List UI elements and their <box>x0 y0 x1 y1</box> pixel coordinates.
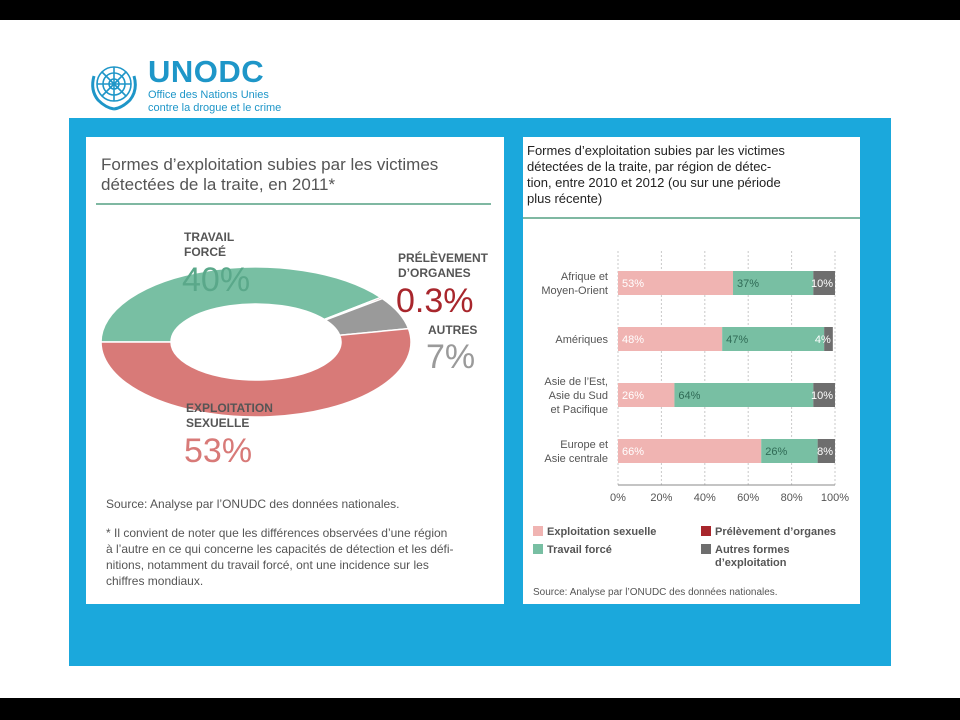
data-label-others: 10% <box>811 278 833 290</box>
legend-item-sexual: Exploitation sexuelle <box>533 526 656 539</box>
label-sexual-exploitation: EXPLOITATION SEXUELLE <box>186 401 273 431</box>
bar-segment-sexual <box>618 327 723 351</box>
label-others: AUTRES <box>428 323 478 337</box>
bar-segment-sexual <box>618 439 762 463</box>
legend-item-others: Autres formes d’exploitation <box>701 544 790 570</box>
category-label: Moyen-Orient <box>541 285 608 297</box>
value-organ-removal: 0.3% <box>396 282 474 320</box>
x-tick-label: 60% <box>737 492 759 504</box>
category-label: Asie du Sud <box>549 390 608 402</box>
bar-segment-forced <box>722 327 825 351</box>
legend-item-forced: Travail forcé <box>533 544 612 557</box>
data-label-forced: 37% <box>737 278 759 290</box>
value-forced-labour: 40% <box>182 261 251 299</box>
legend-label-sexual: Exploitation sexuelle <box>547 526 657 538</box>
data-label-others: 8% <box>817 446 833 458</box>
bar-segment-forced <box>733 271 814 295</box>
bar-source-note: Source: Analyse par l’ONUDC des données … <box>533 587 778 598</box>
bar-title-line-1: Formes d’exploitation subies par les vic… <box>527 143 785 158</box>
logo-subtitle-line-1: Office des Nations Unies <box>148 89 269 101</box>
bar-segment-others <box>824 327 833 351</box>
bar-title-divider <box>523 217 860 219</box>
legend-swatch-forced <box>533 544 543 554</box>
data-label-forced: 64% <box>678 390 700 402</box>
value-sexual-exploitation: 53% <box>184 432 253 470</box>
data-label-forced: 26% <box>765 446 787 458</box>
category-label: Europe et <box>560 439 608 451</box>
slice-forced-labour <box>100 266 383 343</box>
legend-item-organs: Prélèvement d’organes <box>701 526 836 539</box>
slice-sexual-exploitation <box>100 327 412 418</box>
footnote-line-4: chiffres mondiaux. <box>106 574 204 588</box>
stacked-bar-chart: Afrique et Moyen-Orient 53% 37% 10% Amériques… <box>541 251 849 504</box>
footnote-line-2: à l’autre en ce qui concerne les capacit… <box>106 542 454 556</box>
bar-segment-others <box>817 439 835 463</box>
footnote-line-1: * Il convient de noter que les différenc… <box>106 526 448 540</box>
donut-chart-title: Formes d’exploitation subies par les vic… <box>101 155 501 195</box>
donut-title-line-2: détectées de la traite, en 2011* <box>101 175 336 194</box>
label-forced-labour: TRAVAIL FORCÉ <box>184 230 234 260</box>
label-organ-removal-line-1: PRÉLÈVEMENT <box>398 251 489 265</box>
x-tick-label: 80% <box>781 492 803 504</box>
data-label-forced: 47% <box>726 334 748 346</box>
bar-chart-title: Formes d’exploitation subies par les vic… <box>527 143 857 207</box>
unodc-logo: UNODC Office des Nations Unies contre la… <box>86 54 326 116</box>
label-forced-labour-line-2: FORCÉ <box>184 245 226 259</box>
donut-chart <box>100 266 412 418</box>
un-emblem-icon <box>91 66 137 111</box>
bar-segment-forced <box>674 383 814 407</box>
category-label: et Pacifique <box>551 404 608 416</box>
legend-label-others-2: d’exploitation <box>715 557 787 569</box>
data-label-sexual: 53% <box>622 278 644 290</box>
category-label: Amériques <box>555 334 608 346</box>
legend-swatch-sexual <box>533 526 543 536</box>
category-label: Asie centrale <box>544 453 608 465</box>
legend-label-organs: Prélèvement d’organes <box>715 526 837 538</box>
x-tick-label: 40% <box>694 492 716 504</box>
x-tick-label: 100% <box>821 492 849 504</box>
bar-segment-sexual <box>618 383 675 407</box>
data-label-others: 10% <box>811 390 833 402</box>
bar-segment-sexual <box>618 271 734 295</box>
logo-brand: UNODC <box>148 54 265 89</box>
label-forced-labour-line-1: TRAVAIL <box>184 230 235 244</box>
data-label-sexual: 48% <box>622 334 644 346</box>
logo-subtitle-line-2: contre la drogue et le crime <box>148 102 282 114</box>
donut-source-note: Source: Analyse par l’ONUDC des données … <box>106 497 400 511</box>
bar-title-line-4: plus récente) <box>527 191 603 206</box>
slide: UNODC Office des Nations Unies contre la… <box>0 20 960 698</box>
bar-chart-panel: Formes d’exploitation subies par les vic… <box>523 137 860 604</box>
donut-footnote: * Il convient de noter que les différenc… <box>106 525 496 589</box>
value-others: 7% <box>426 338 476 376</box>
bar-segment-others <box>813 271 835 295</box>
donut-title-line-1: Formes d’exploitation subies par les vic… <box>101 155 439 174</box>
x-tick-label: 20% <box>650 492 672 504</box>
title-divider <box>96 203 491 205</box>
legend-label-forced: Travail forcé <box>547 544 612 556</box>
label-organ-removal-line-2: D’ORGANES <box>398 266 471 280</box>
label-organ-removal: PRÉLÈVEMENT D’ORGANES <box>398 251 488 281</box>
bar-segment-others <box>813 383 835 407</box>
legend-swatch-others <box>701 544 711 554</box>
label-sexual-exploitation-line-2: SEXUELLE <box>186 416 250 430</box>
category-label: Asie de l’Est, <box>544 376 608 388</box>
donut-chart-panel: Formes d’exploitation subies par les vic… <box>86 137 504 604</box>
legend-label-others-1: Autres formes <box>715 544 790 556</box>
data-label-sexual: 26% <box>622 390 644 402</box>
legend-swatch-organs <box>701 526 711 536</box>
bar-segment-forced <box>761 439 818 463</box>
footnote-line-3: nitions, notamment du travail forcé, ont… <box>106 558 429 572</box>
data-label-others: 4% <box>815 334 831 346</box>
data-label-sexual: 66% <box>622 446 644 458</box>
label-sexual-exploitation-line-1: EXPLOITATION <box>186 401 273 415</box>
bar-title-line-3: tion, entre 2010 et 2012 (ou sur une pér… <box>527 175 781 190</box>
bar-title-line-2: détectées de la traite, par région de dé… <box>527 159 772 174</box>
x-tick-label: 0% <box>610 492 626 504</box>
blue-band: Formes d’exploitation subies par les vic… <box>69 118 891 666</box>
category-label: Afrique et <box>561 271 608 283</box>
